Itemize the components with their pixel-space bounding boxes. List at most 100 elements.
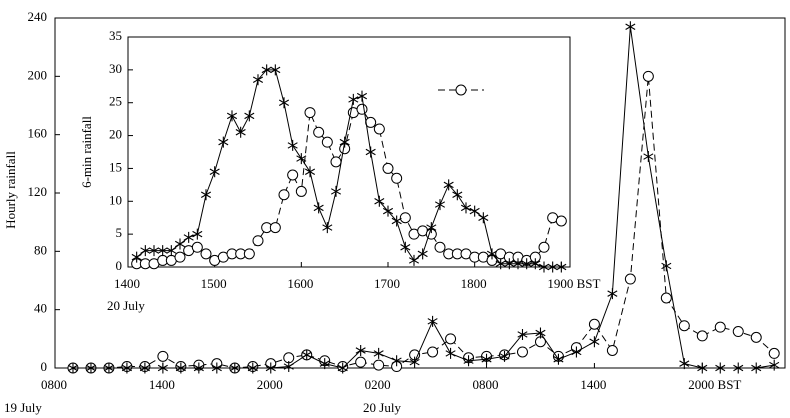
data-point [555, 215, 567, 227]
data-point [304, 166, 316, 178]
y-tick-label: 5 [116, 225, 123, 240]
plot-frame [127, 36, 571, 268]
data-point [200, 248, 212, 260]
y-tick-label: 80 [34, 242, 47, 257]
data-point [157, 245, 168, 257]
data-point [538, 261, 550, 273]
data-point [768, 347, 780, 359]
data-point [732, 326, 744, 338]
x-tick-label: 1600 [287, 276, 313, 291]
data-point [714, 321, 726, 333]
data-point [247, 362, 258, 374]
legend-marker [455, 84, 467, 96]
data-point [391, 172, 403, 184]
date-annotation: 19 July [4, 400, 42, 415]
data-point [399, 212, 411, 224]
data-point [330, 185, 342, 197]
data-point [365, 146, 376, 158]
data-point [373, 347, 384, 359]
data-point [400, 241, 411, 253]
data-point [139, 362, 150, 374]
data-point [356, 90, 368, 102]
data-point [365, 116, 377, 128]
data-point [287, 169, 299, 181]
data-point [697, 362, 708, 374]
data-point [278, 189, 290, 201]
data-point [408, 254, 420, 266]
data-point [261, 64, 272, 76]
data-point [495, 258, 506, 270]
data-point [192, 228, 203, 240]
series-line [72, 76, 775, 369]
y-tick-label: 120 [28, 184, 48, 199]
data-point [374, 195, 385, 207]
y-tick-label: 40 [34, 301, 47, 316]
data-point [443, 179, 454, 191]
data-point [131, 251, 142, 263]
data-point [553, 353, 564, 365]
data-point [304, 107, 316, 119]
data-point [426, 222, 437, 234]
data-point [265, 362, 276, 374]
data-point [661, 260, 672, 272]
data-point [606, 345, 618, 356]
data-point [252, 235, 264, 247]
data-point [643, 151, 654, 163]
data-point [295, 185, 307, 197]
y-axis-label: 6-min rainfall [79, 116, 94, 188]
data-point [512, 258, 524, 270]
data-point [193, 362, 204, 374]
data-point [321, 136, 333, 148]
data-point [174, 238, 186, 250]
x-tick-label: 2000 [257, 377, 283, 392]
data-point [121, 362, 132, 374]
data-point [445, 347, 456, 359]
x-tick-label: 0800 [473, 377, 499, 392]
y-tick-label: 30 [109, 61, 122, 76]
data-point [175, 362, 186, 374]
data-point [535, 327, 546, 339]
data-point [499, 350, 510, 362]
data-point [226, 110, 238, 122]
x-tick-label: 1800 [461, 276, 487, 291]
x-tick-label: 1700 [374, 276, 400, 291]
data-point [103, 362, 114, 374]
data-point [521, 258, 532, 270]
data-point [391, 215, 402, 227]
data-point [313, 126, 325, 138]
x-tick-label: 1900 BST [547, 276, 600, 291]
data-point [463, 355, 474, 367]
data-point [166, 245, 177, 257]
data-point [679, 358, 690, 370]
x-tick-label: 1500 [201, 276, 227, 291]
data-point [516, 346, 528, 358]
x-tick-label: 0200 [365, 377, 391, 392]
data-point [287, 139, 298, 151]
data-point [469, 205, 480, 217]
data-point [278, 97, 290, 109]
data-point [283, 361, 294, 373]
data-point [478, 212, 489, 224]
data-point [140, 245, 151, 257]
data-point [235, 126, 246, 138]
data-point [313, 202, 324, 214]
data-point [417, 248, 428, 260]
data-point [571, 346, 582, 358]
data-point [382, 205, 394, 217]
data-point [678, 320, 690, 332]
x-tick-label: 1400 [114, 276, 140, 291]
data-point [589, 336, 600, 348]
data-point [296, 153, 307, 165]
data-point [460, 202, 472, 214]
data-point [373, 123, 385, 135]
x-tick-label: 0800 [41, 377, 67, 392]
date-annotation: 20 July [107, 298, 145, 313]
data-point [391, 355, 402, 367]
y-axis-label: Hourly rainfall [3, 151, 18, 229]
data-point [733, 362, 744, 374]
inset: 6-min rainfall 20 July 0 5 10 15 20 25 30 35 140… [79, 28, 600, 313]
data-point [301, 349, 312, 361]
data-point [409, 356, 420, 368]
data-point [517, 328, 528, 340]
data-point [355, 356, 367, 368]
